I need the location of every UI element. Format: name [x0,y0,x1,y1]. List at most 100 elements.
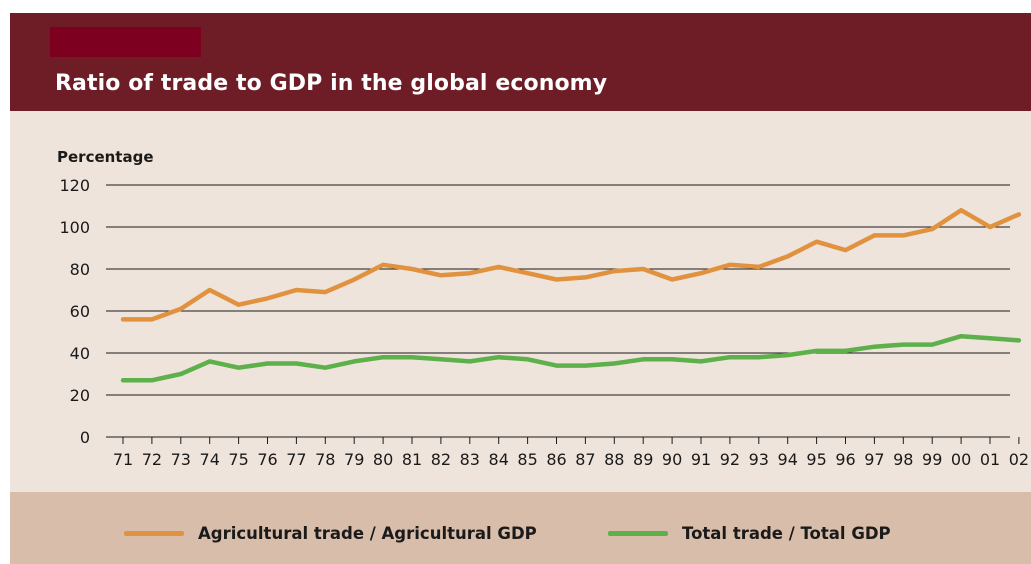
x-tick-label: 75 [228,450,248,469]
data-point-agricultural [497,265,501,269]
header-accent-block [50,27,201,57]
legend-swatch-total [608,530,668,536]
x-tick-label: 73 [171,450,191,469]
data-point-total [901,343,905,347]
data-point-total [815,349,819,353]
data-point-agricultural [872,233,876,237]
plot-panel [10,111,1031,492]
data-point-total [294,362,298,365]
data-point-agricultural [786,254,790,258]
data-point-total [208,359,212,363]
data-point-total [872,345,876,349]
data-point-agricultural [121,317,125,321]
y-tick-label: 20 [70,386,90,405]
data-point-total [352,359,356,363]
data-point-total [179,372,183,376]
data-point-agricultural [150,317,154,321]
series-line-total [120,333,1022,383]
data-point-agricultural [468,271,472,275]
data-point-agricultural [959,208,963,212]
x-tick-label: 00 [951,450,971,469]
data-point-agricultural [179,307,183,311]
data-point-agricultural [641,267,645,271]
x-tick-label: 90 [662,450,682,469]
x-tick-label: 98 [893,450,913,469]
y-tick-label: 80 [70,260,90,279]
x-tick-label: 72 [142,450,162,469]
x-tick-label: 77 [286,450,306,469]
x-tick-label: 78 [315,450,335,469]
data-point-agricultural [844,248,847,252]
y-axis-label: Percentage [57,148,154,166]
data-point-agricultural [237,303,241,307]
legend-label-agricultural: Agricultural trade / Agricultural GDP [198,523,537,543]
x-tick-label: 89 [633,450,653,469]
series-line-agricultural [120,207,1022,322]
data-point-total [555,364,558,368]
x-tick-label: 83 [460,450,480,469]
legend-label-total: Total trade / Total GDP [682,523,891,543]
data-point-agricultural [381,263,385,267]
data-point-agricultural [526,271,530,275]
data-point-total [728,355,732,359]
data-point-total [381,355,385,359]
x-tick-label: 93 [749,450,769,469]
data-point-total [930,343,934,347]
x-tick-label: 92 [720,450,740,469]
x-tick-label: 76 [257,450,277,469]
data-point-total [410,355,414,359]
x-tick-label: 96 [835,450,855,469]
data-point-agricultural [410,267,414,271]
data-point-total [121,378,125,382]
data-point-total [497,355,501,359]
x-tick-label: 02 [1009,450,1029,469]
data-point-agricultural [901,233,905,237]
data-point-total [786,353,790,357]
data-point-agricultural [266,296,269,300]
x-tick-label: 86 [546,450,566,469]
data-point-agricultural [352,278,356,281]
data-point-total [583,364,587,368]
data-point-agricultural [583,275,587,279]
x-tick-label: 94 [778,450,798,469]
data-point-agricultural [988,225,992,229]
data-point-agricultural [612,269,616,273]
x-tick-label: 84 [489,450,509,469]
y-tick-label: 0 [80,428,90,447]
data-point-total [699,359,703,363]
header-band: Ratio of trade to GDP in the global econ… [10,13,1031,111]
data-point-total [468,359,472,363]
x-tick-label: 79 [344,450,364,469]
data-point-total [612,362,616,365]
data-point-total [641,357,645,361]
legend-swatch-agricultural [124,530,184,536]
x-tick-label: 71 [113,450,133,469]
x-tick-label: 95 [806,450,826,469]
data-point-total [670,357,674,361]
data-point-total [237,366,241,370]
data-point-agricultural [815,240,819,244]
data-point-total [844,349,847,353]
data-point-agricultural [294,288,298,292]
data-point-agricultural [1017,212,1021,216]
data-point-agricultural [323,290,327,294]
legend-panel [10,492,1031,564]
data-point-agricultural [699,271,703,275]
data-point-agricultural [728,263,732,267]
data-point-total [526,357,530,361]
data-point-agricultural [670,278,674,281]
y-tick-label: 40 [70,344,90,363]
y-tick-label: 120 [59,176,90,195]
x-tick-label: 01 [980,450,1000,469]
data-point-total [988,336,992,340]
y-tick-label: 100 [59,218,90,237]
x-tick-label: 82 [431,450,451,469]
data-point-agricultural [930,227,934,231]
x-tick-label: 80 [373,450,393,469]
data-point-total [439,357,443,361]
data-point-agricultural [208,288,212,292]
x-tick-label: 87 [575,450,595,469]
data-point-total [323,366,327,370]
x-tick-label: 99 [922,450,942,469]
